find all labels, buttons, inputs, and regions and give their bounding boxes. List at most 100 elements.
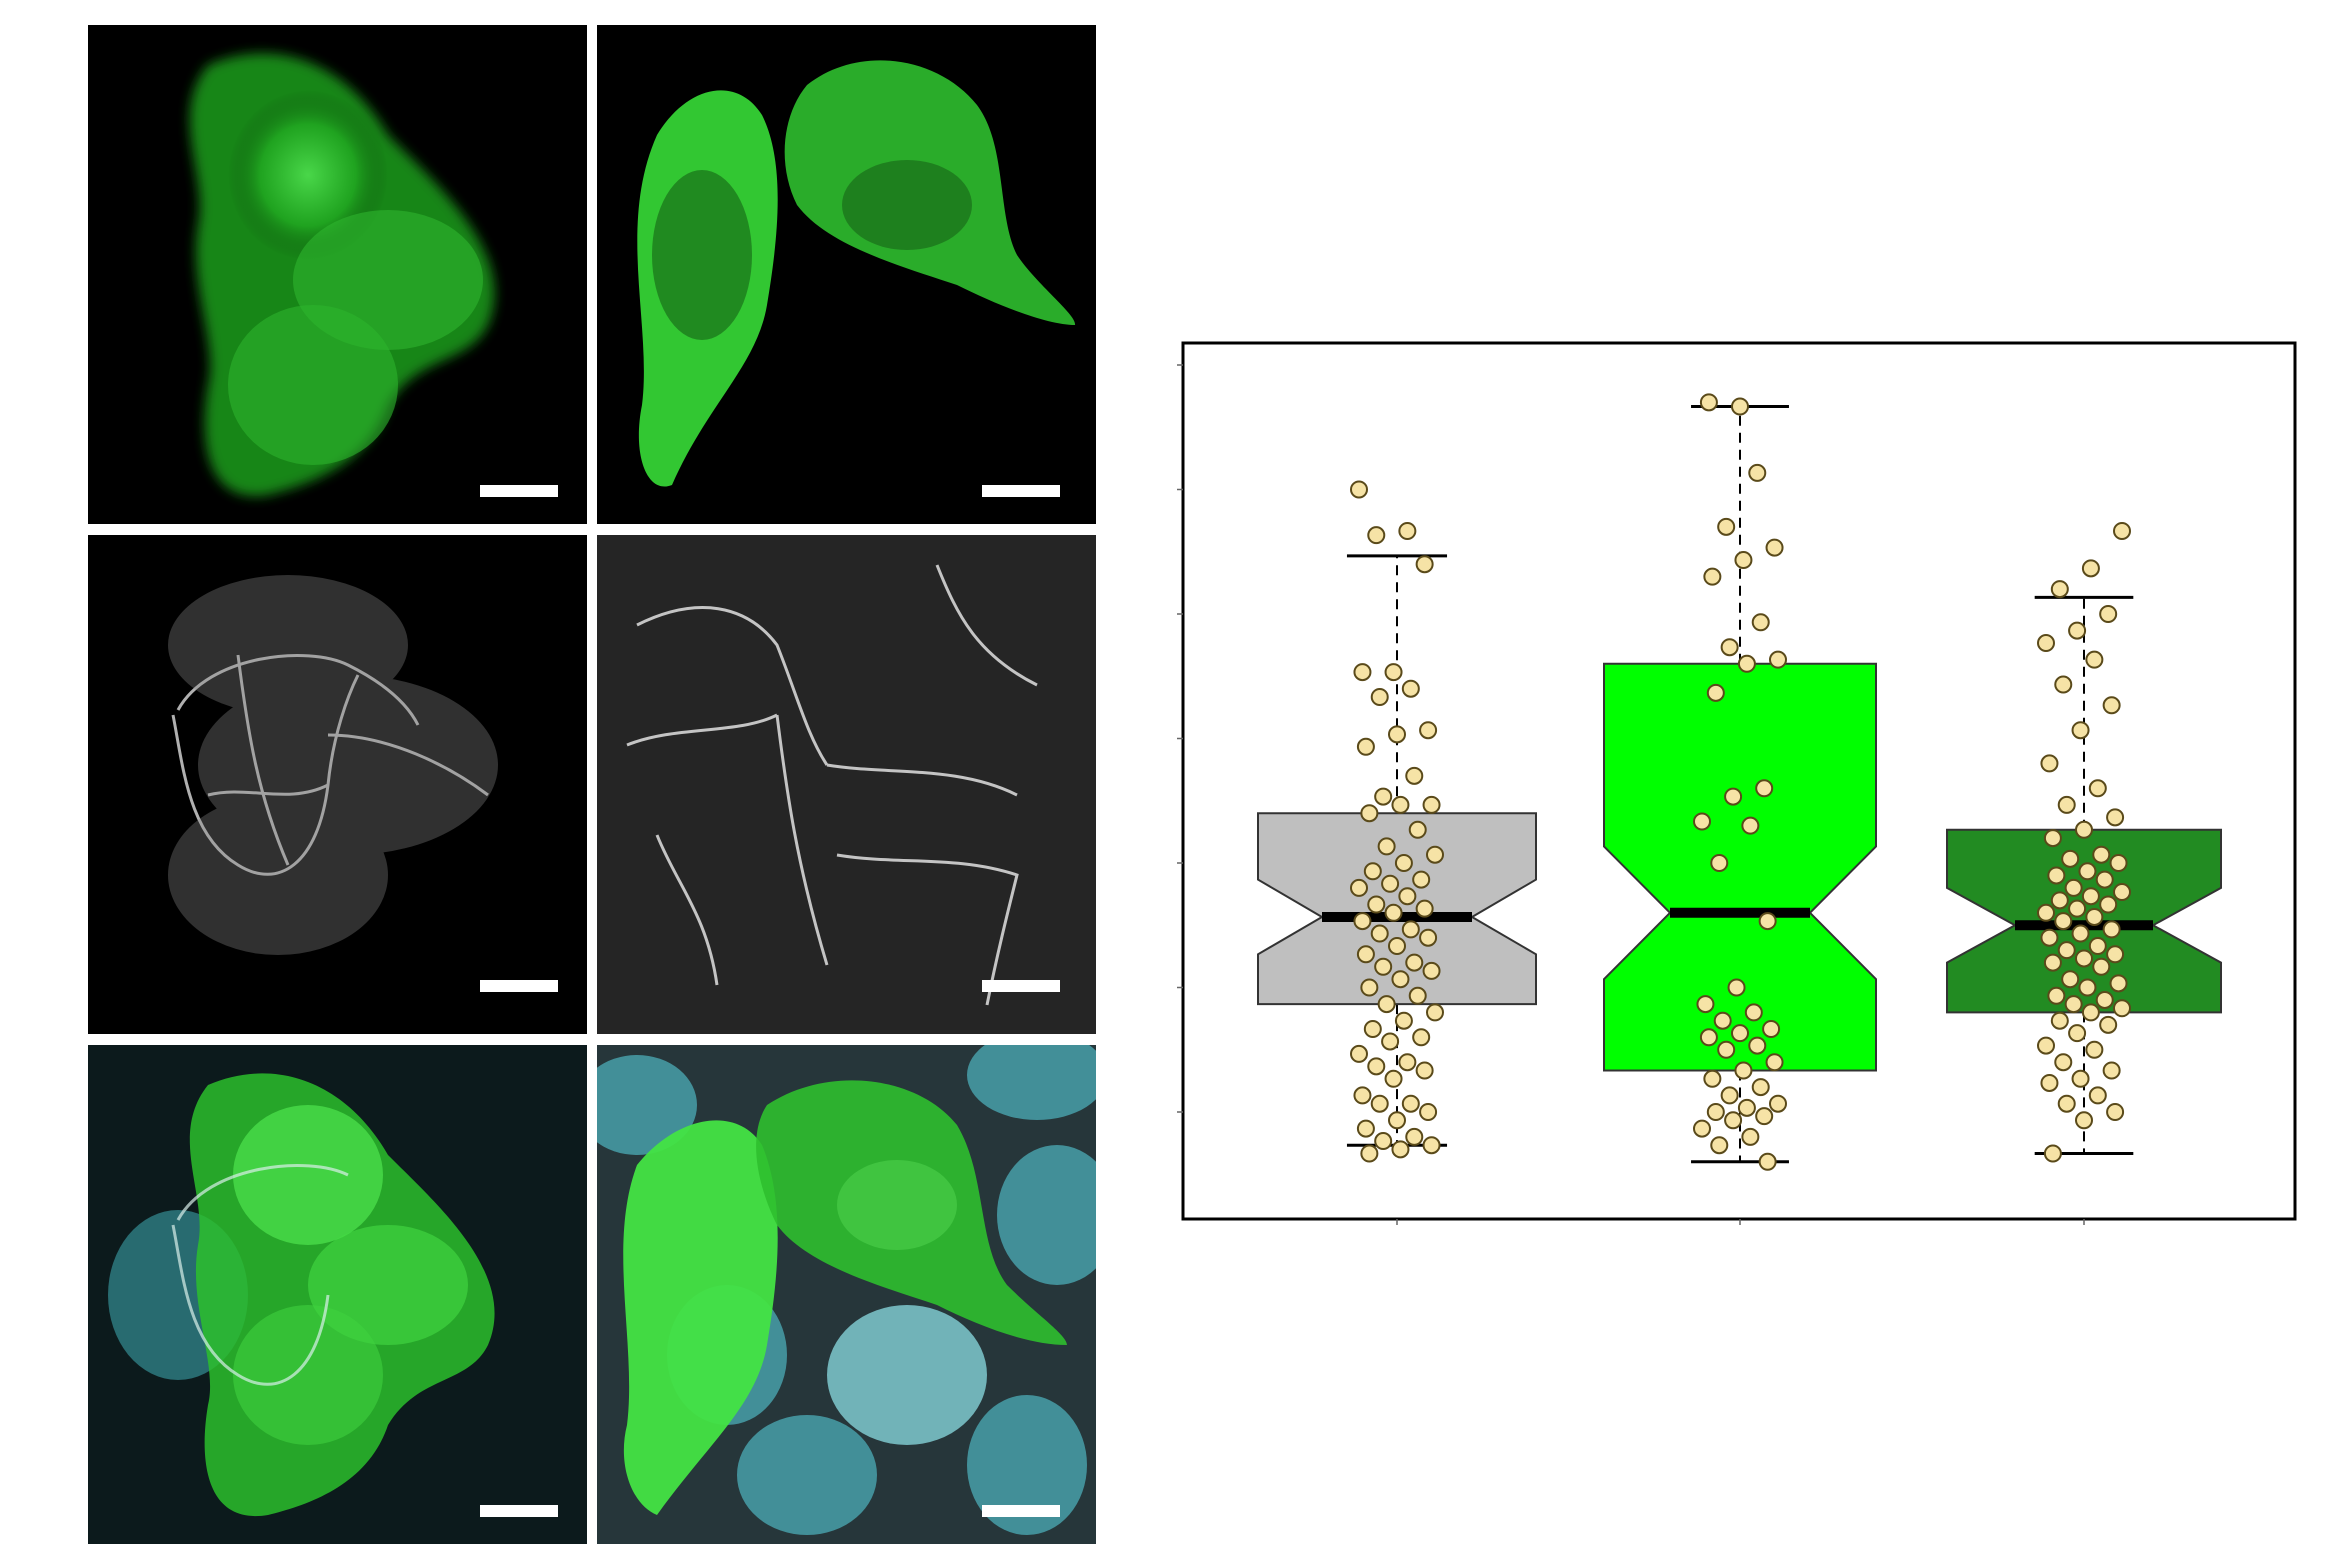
data-point <box>1710 1136 1729 1155</box>
data-point <box>1408 820 1427 839</box>
data-point <box>2064 878 2083 897</box>
scale-bar <box>480 1505 558 1517</box>
data-point <box>1734 551 1753 570</box>
data-point <box>1422 795 1441 814</box>
data-point <box>1699 393 1718 412</box>
data-point <box>1762 1020 1781 1038</box>
data-point <box>1405 953 1424 972</box>
data-point <box>1388 1111 1406 1130</box>
data-point <box>1405 1127 1424 1146</box>
data-point <box>1415 1061 1434 1080</box>
data-point <box>2054 1053 2073 1072</box>
data-point <box>2113 999 2131 1018</box>
data-point <box>2102 696 2121 715</box>
data-point <box>2102 1061 2121 1080</box>
data-point <box>2075 820 2093 839</box>
data-point <box>1384 663 1403 682</box>
micrograph-gray-right <box>597 535 1096 1034</box>
data-point <box>1751 1078 1770 1097</box>
data-point <box>1426 1003 1444 1022</box>
data-point <box>2085 907 2104 926</box>
data-point <box>2068 621 2087 640</box>
micrograph-gray-left <box>168 575 498 955</box>
data-point <box>1401 1094 1420 1113</box>
data-point <box>2109 974 2128 993</box>
data-point <box>1384 903 1403 922</box>
data-point <box>2095 990 2114 1009</box>
data-point <box>2102 920 2121 939</box>
data-point <box>2057 941 2076 960</box>
data-point <box>1394 854 1413 872</box>
data-point <box>2050 580 2069 599</box>
data-point <box>1408 986 1427 1005</box>
data-point <box>1356 1119 1375 1138</box>
data-point <box>1401 920 1420 939</box>
data-point <box>1374 787 1393 806</box>
data-point <box>1422 961 1441 980</box>
data-point <box>1381 874 1400 893</box>
data-point <box>2071 924 2090 943</box>
panel-green-right <box>597 25 1096 524</box>
data-point <box>1388 725 1406 744</box>
data-point <box>1363 862 1382 881</box>
data-point <box>1415 555 1434 574</box>
data-point <box>1703 1069 1722 1088</box>
data-point <box>2040 754 2059 773</box>
data-point <box>1391 1140 1410 1159</box>
data-point <box>1769 650 1787 669</box>
data-point <box>1350 1044 1368 1063</box>
data-point <box>2081 559 2100 578</box>
data-point <box>1356 737 1375 756</box>
data-point <box>1426 845 1444 864</box>
data-point <box>1724 787 1743 806</box>
data-point <box>1377 995 1396 1014</box>
data-point <box>1401 679 1420 698</box>
data-point <box>2088 779 2107 798</box>
data-point <box>1370 924 1389 943</box>
data-point <box>1717 517 1736 536</box>
micrograph-merge-left <box>88 1045 587 1544</box>
data-point <box>2078 978 2097 997</box>
data-point <box>2043 1144 2062 1163</box>
data-point <box>1377 837 1396 856</box>
data-point <box>1356 945 1375 964</box>
data-point <box>1720 638 1739 657</box>
data-point <box>1765 1053 1784 1072</box>
data-point <box>2085 650 2104 669</box>
data-point <box>1758 912 1777 931</box>
data-point <box>1713 1011 1732 1030</box>
data-point <box>1419 1103 1438 1121</box>
data-point <box>2057 795 2076 814</box>
data-point <box>2113 522 2131 540</box>
micrograph-green-left <box>189 53 495 497</box>
data-point <box>1350 480 1368 499</box>
data-point <box>1731 1024 1749 1043</box>
data-point <box>2054 912 2073 931</box>
data-point <box>2081 1003 2100 1022</box>
data-point <box>1398 522 1417 540</box>
data-point <box>1727 978 1746 997</box>
data-point <box>2071 1069 2090 1088</box>
data-point <box>1419 928 1438 947</box>
micrograph-merge-right <box>597 1045 1096 1544</box>
data-point <box>1384 1069 1403 1088</box>
data-point <box>1706 683 1725 702</box>
data-point <box>2047 986 2066 1005</box>
data-point <box>1693 1119 1711 1138</box>
data-point <box>2037 1036 2055 1055</box>
data-point <box>2071 721 2090 740</box>
data-point <box>2075 1111 2093 1130</box>
panel-merge-right <box>597 1045 1096 1544</box>
data-point <box>2054 675 2073 694</box>
data-point <box>2061 970 2080 989</box>
panel-gray-left <box>88 535 587 1034</box>
data-point <box>1412 1028 1431 1047</box>
scale-bar <box>480 980 558 992</box>
notched-box <box>1603 662 1877 1072</box>
data-point <box>1381 1032 1400 1051</box>
data-point <box>2081 887 2100 906</box>
data-point <box>2106 1103 2125 1121</box>
data-point <box>2099 1015 2118 1034</box>
micrograph-green-right <box>637 60 1076 487</box>
data-point <box>2092 957 2111 976</box>
